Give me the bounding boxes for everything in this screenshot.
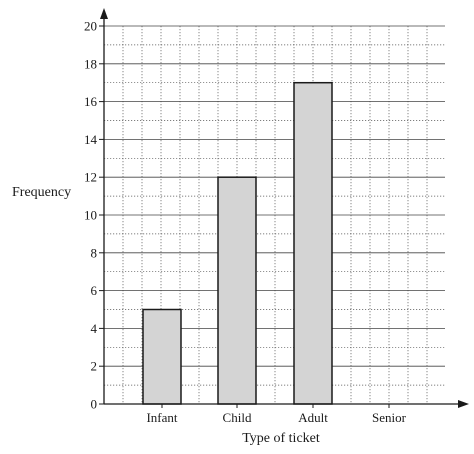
labels: 0 2 4 6 8 10 12 14 16 18 20 Infant Child Adult Senior xyxy=(84,19,407,426)
y-tick-label: 12 xyxy=(84,170,97,185)
y-tick-label: 6 xyxy=(91,283,98,298)
y-tick-label: 20 xyxy=(84,19,97,34)
bar-infant xyxy=(142,308,182,405)
y-tick-label: 4 xyxy=(91,321,98,336)
y-tick-label: 14 xyxy=(84,132,98,147)
y-tick-label: 18 xyxy=(84,56,97,71)
x-tick-label-child: Child xyxy=(223,410,252,425)
ticks xyxy=(99,25,390,408)
axes xyxy=(100,8,469,408)
y-tick-label: 10 xyxy=(84,208,97,223)
x-axis-title: Type of ticket xyxy=(242,431,320,446)
x-axis-arrow xyxy=(458,400,469,408)
y-tick-label: 8 xyxy=(91,245,98,260)
y-tick-label: 2 xyxy=(91,359,98,374)
y-tick-label: 16 xyxy=(84,94,98,109)
y-tick-label: 0 xyxy=(91,397,98,412)
bars xyxy=(142,81,333,405)
bar-child xyxy=(217,176,257,405)
y-axis-arrow xyxy=(100,8,108,19)
x-tick-label-senior: Senior xyxy=(372,410,407,425)
bar-adult xyxy=(293,81,333,405)
x-tick-label-adult: Adult xyxy=(298,410,328,425)
y-axis-title: Frequency xyxy=(12,185,71,200)
x-tick-label-infant: Infant xyxy=(146,410,177,425)
